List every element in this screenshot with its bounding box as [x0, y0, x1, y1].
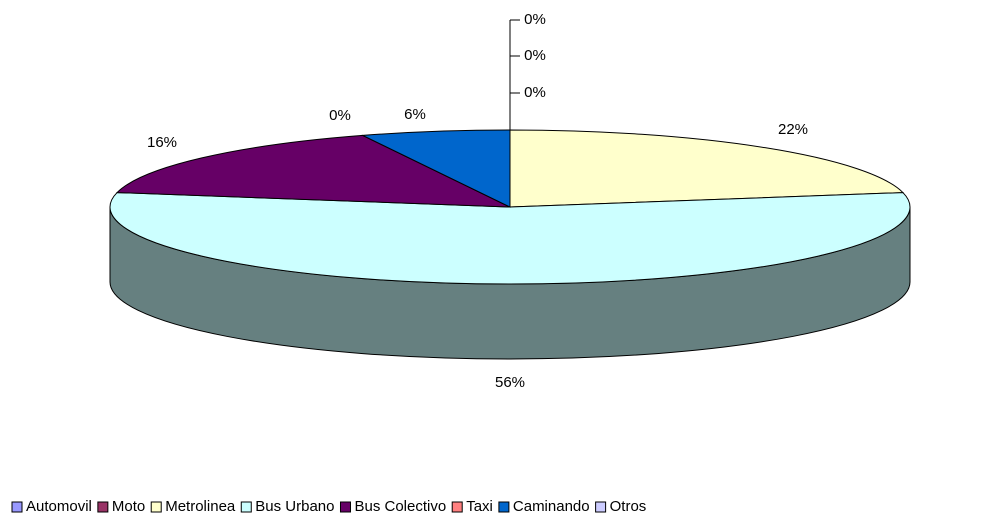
legend-label: Moto	[112, 498, 145, 515]
pie-slice	[115, 134, 511, 208]
data-label: 0%	[524, 47, 546, 64]
legend-label: Bus Colectivo	[354, 498, 446, 515]
data-label: 16%	[147, 134, 177, 151]
pie-slice	[509, 129, 905, 208]
data-label: 0%	[329, 107, 351, 124]
legend-label: Automovil	[26, 498, 92, 515]
data-label: 0%	[524, 84, 546, 101]
legend-swatch	[97, 501, 109, 513]
data-label: 22%	[778, 121, 808, 138]
legend-label: Taxi	[466, 498, 493, 515]
legend-swatch	[498, 501, 510, 513]
data-label: 56%	[495, 374, 525, 391]
data-label: 6%	[404, 106, 426, 123]
legend-label: Caminando	[513, 498, 590, 515]
legend-swatch	[150, 501, 162, 513]
pie-slice	[109, 192, 911, 285]
legend-swatch	[240, 501, 252, 513]
legend-label: Otros	[610, 498, 647, 515]
pie-slice	[360, 129, 511, 208]
legend-swatch	[11, 501, 23, 513]
legend-swatch	[595, 501, 607, 513]
data-label: 0%	[524, 11, 546, 28]
legend-label: Metrolinea	[165, 498, 236, 515]
legend-swatch	[339, 501, 351, 513]
legend-swatch	[451, 501, 463, 513]
legend-label: Bus Urbano	[255, 498, 334, 515]
